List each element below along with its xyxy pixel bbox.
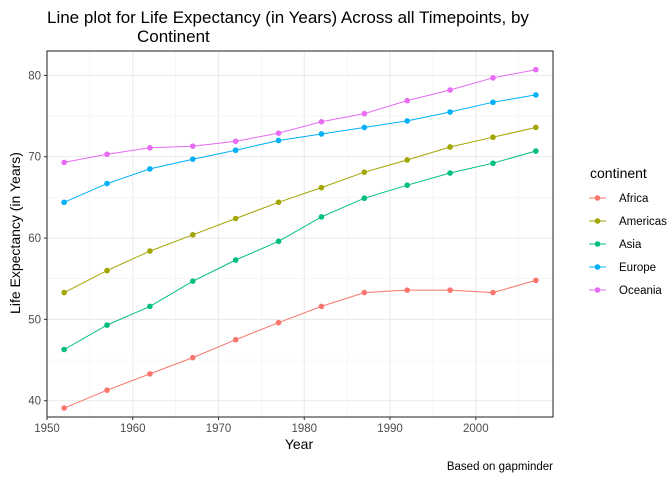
chart-title-line2: Continent [137,27,210,46]
data-point-americas [61,289,67,296]
y-axis-title: Life Expectancy (in Years) [7,152,23,314]
data-point-europe [147,166,153,172]
data-point-oceania [490,75,496,81]
data-point-europe [61,199,67,206]
data-point-africa [189,354,196,361]
data-point-africa [147,371,153,377]
data-point-europe [490,99,496,106]
data-point-oceania [318,118,325,125]
data-point-africa [232,336,239,343]
legend-key-point-africa [594,195,601,201]
legend-label-americas: Americas [619,216,667,228]
x-tick-label: 1960 [120,423,146,435]
data-point-americas [490,134,496,141]
data-point-asia [318,214,325,220]
legend-key-point-oceania [594,287,601,293]
x-tick-label: 1970 [206,423,232,435]
data-point-americas [232,215,239,222]
data-point-africa [361,289,368,296]
data-point-europe [189,156,196,162]
x-tick-label: 1950 [34,423,60,435]
legend-key-point-asia [594,241,601,247]
data-point-americas [189,232,196,238]
data-point-oceania [361,110,368,117]
legend-label-europe: Europe [619,262,656,274]
panel-border [46,50,554,418]
data-point-oceania [404,97,411,104]
data-point-asia [490,160,496,167]
data-point-europe [361,124,368,131]
data-point-asia [447,170,453,176]
data-point-africa [533,277,539,284]
series-line-asia [63,150,536,350]
data-point-europe [404,118,411,124]
data-point-africa [104,387,110,393]
data-point-asia [404,182,411,188]
plot-panel: 1950 1960 1970 1980 1990 2000 40 50 60 70 80 [28,50,554,435]
data-point-africa [490,289,496,296]
data-point-oceania [189,143,196,149]
data-point-oceania [533,66,539,73]
x-tick-label: 1980 [291,423,317,435]
legend-key-point-europe [594,264,601,270]
data-point-africa [61,405,67,411]
data-point-oceania [447,87,453,93]
legend-label-africa: Africa [619,193,649,205]
data-point-americas [361,169,368,175]
legend-title: continent [590,165,647,181]
data-point-americas [447,144,453,150]
data-point-asia [361,195,368,202]
y-tick-label: 80 [28,70,41,82]
data-point-africa [447,287,453,293]
data-point-europe [104,180,110,187]
data-point-asia [147,303,153,310]
data-point-europe [232,147,239,154]
y-tick-label: 60 [28,233,41,245]
data-point-europe [318,131,325,137]
data-point-africa [275,319,282,326]
data-point-asia [61,346,67,353]
legend: continent Africa Americas Asia Europe Oceani… [589,165,667,297]
data-point-asia [275,238,282,245]
series-line-europe [63,94,536,203]
data-point-americas [147,248,153,254]
data-point-africa [318,303,325,310]
data-point-oceania [61,159,67,166]
y-tick-label: 40 [28,396,41,408]
data-point-asia [232,257,239,263]
x-axis-title: Year [285,436,314,452]
data-point-europe [447,109,453,115]
y-tick-label: 50 [28,314,41,326]
data-point-asia [104,322,110,328]
data-point-oceania [104,151,110,158]
chart-title-line1: Line plot for Life Expectancy (in Years)… [47,8,529,27]
data-point-americas [318,184,325,191]
chart-caption: Based on gapminder [447,461,553,473]
panel-background [47,51,553,417]
legend-key-point-americas [594,218,601,224]
series-line-americas [63,127,536,294]
x-tick-label: 1990 [377,423,403,435]
data-point-asia [189,278,196,284]
legend-label-asia: Asia [619,239,642,251]
legend-label-oceania: Oceania [619,285,662,297]
data-point-americas [275,199,282,206]
y-tick-label: 70 [28,152,41,164]
data-point-oceania [232,138,239,145]
data-point-europe [533,92,539,98]
data-point-africa [404,287,411,293]
data-point-americas [404,157,411,163]
series-line-oceania [64,69,536,163]
data-point-oceania [275,130,282,136]
data-point-asia [533,148,539,154]
x-tick-label: 2000 [463,423,489,435]
data-point-americas [533,124,539,131]
series-line-africa [64,279,536,409]
data-point-americas [104,267,110,274]
data-point-europe [275,137,282,144]
data-point-oceania [147,144,153,151]
